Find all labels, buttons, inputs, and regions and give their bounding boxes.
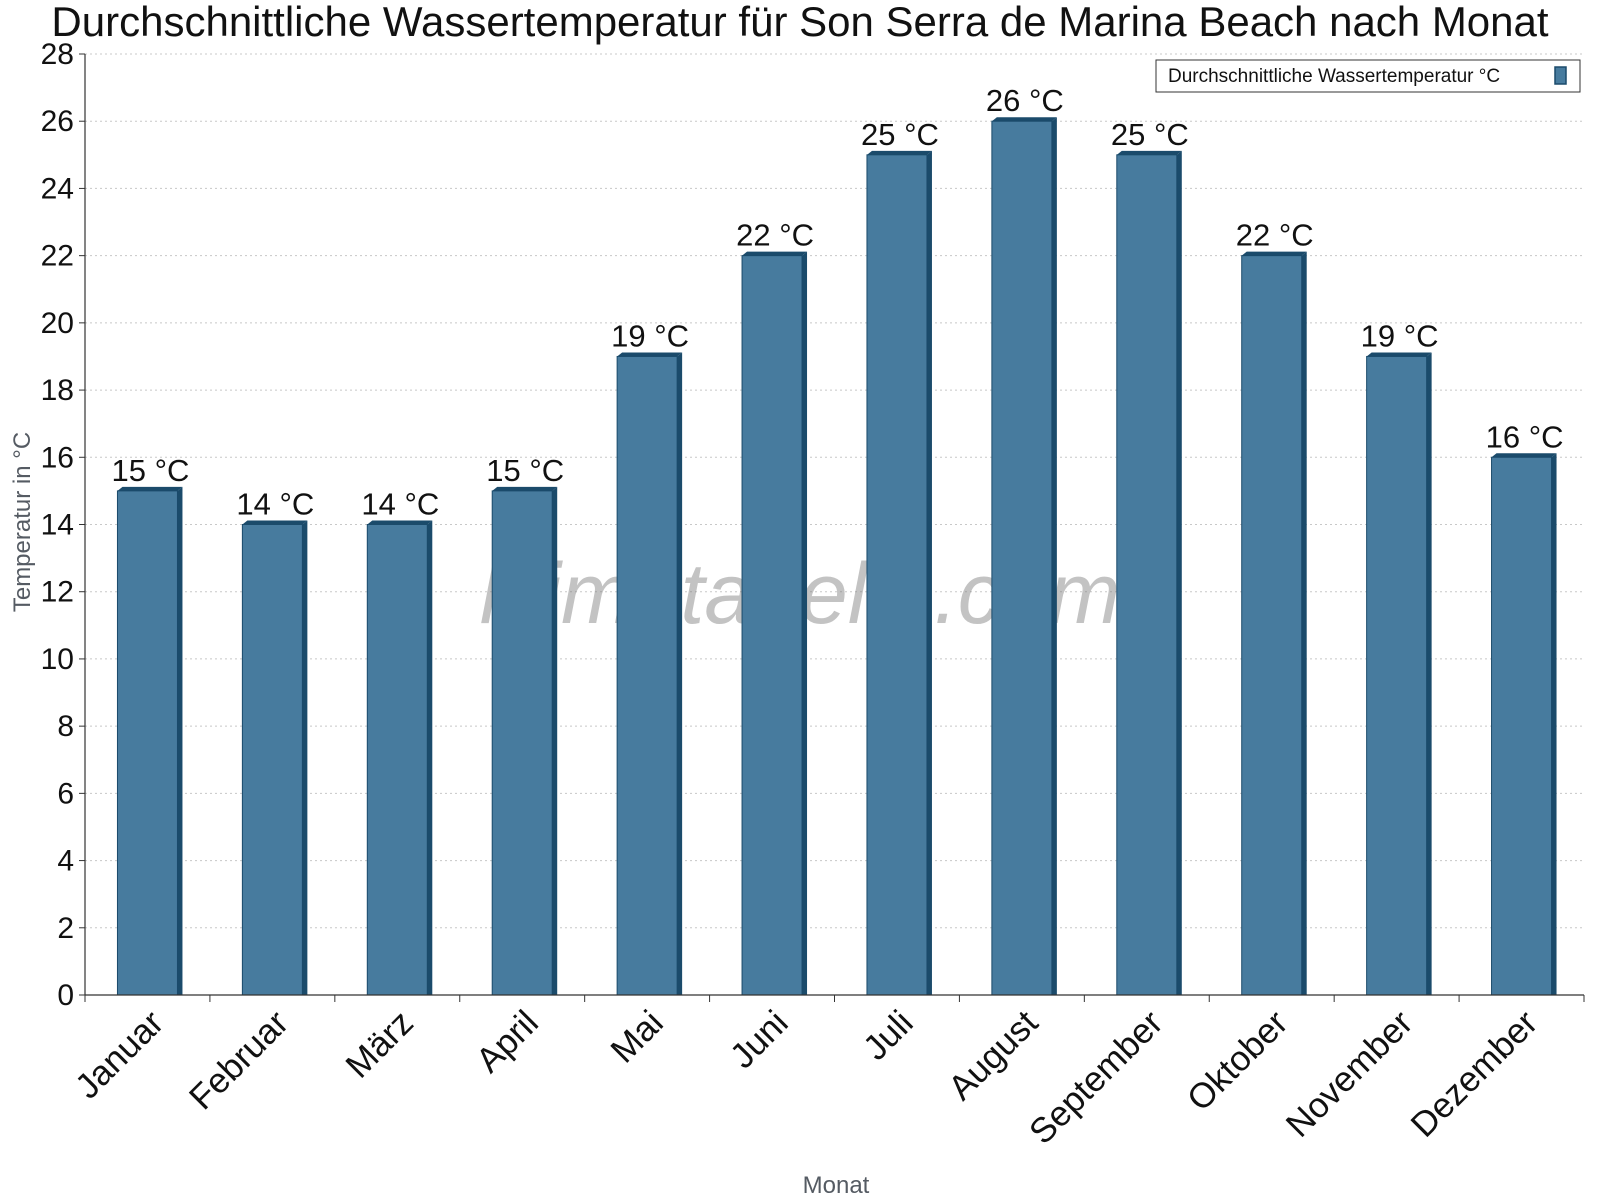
y-tick-label: 0	[57, 979, 74, 1012]
data-label: 25 °C	[1111, 117, 1189, 152]
bar-side	[1301, 251, 1307, 996]
bar-top	[1241, 251, 1307, 256]
bar-side	[177, 486, 183, 995]
bar	[991, 120, 1053, 996]
bar-side	[1176, 150, 1182, 996]
bar	[491, 490, 553, 996]
bar-side	[802, 251, 808, 996]
chart-title: Durchschnittliche Wassertemperatur für S…	[51, 0, 1548, 45]
x-tick-label: Juni	[723, 1003, 796, 1076]
bar	[741, 255, 803, 996]
bar-top	[367, 520, 433, 525]
bar-side	[1551, 453, 1557, 995]
y-tick-label: 2	[57, 912, 74, 945]
y-tick-label: 22	[41, 240, 74, 273]
legend: Durchschnittliche Wassertemperatur °C	[1155, 59, 1581, 93]
bar-top	[617, 352, 683, 357]
x-tick-label: Februar	[182, 1003, 296, 1117]
x-tick-label: März	[338, 1003, 421, 1086]
bar	[1366, 355, 1428, 996]
bar	[866, 154, 928, 996]
data-label: 26 °C	[986, 83, 1064, 118]
bar-side	[427, 520, 433, 995]
bar-top	[117, 486, 183, 491]
bar	[1241, 255, 1303, 996]
data-label: 19 °C	[1361, 318, 1439, 353]
x-tick-label: April	[469, 1003, 546, 1080]
bar	[1491, 456, 1553, 996]
bar	[241, 524, 303, 996]
bar-side	[302, 520, 308, 995]
bar	[116, 490, 178, 996]
x-tick-label: Juli	[856, 1003, 921, 1068]
bar	[616, 355, 678, 996]
bar-top	[1366, 352, 1432, 357]
bar-side	[1051, 117, 1057, 995]
y-tick-label: 28	[41, 38, 74, 71]
bar-side	[677, 352, 683, 995]
data-label: 19 °C	[611, 318, 689, 353]
data-label: 14 °C	[361, 487, 439, 522]
data-label: 16 °C	[1486, 419, 1564, 454]
bar-side	[552, 486, 558, 995]
y-tick-label: 14	[41, 509, 74, 542]
y-tick-label: 10	[41, 643, 74, 676]
y-tick-label: 4	[57, 845, 74, 878]
y-tick-label: 6	[57, 777, 74, 810]
bar-top	[1116, 150, 1182, 155]
data-label: 14 °C	[236, 487, 314, 522]
y-tick-label: 24	[41, 172, 74, 205]
bar-top	[991, 117, 1057, 122]
x-tick-label: Mai	[603, 1003, 670, 1070]
bars	[116, 117, 1557, 996]
bar-top	[866, 150, 932, 155]
x-tick-label: Dezember	[1403, 1003, 1545, 1145]
x-tick-labels: Januar Februar März April Mai Juni Juli AugustS…	[68, 1003, 1546, 1152]
bar-side	[1426, 352, 1432, 995]
data-label: 22 °C	[1236, 218, 1314, 253]
x-axis-title: Monat	[803, 1172, 870, 1199]
y-tick-label: 26	[41, 105, 74, 138]
legend-swatch	[1554, 66, 1567, 85]
y-tick-label: 20	[41, 307, 74, 340]
y-tick-label: 18	[41, 374, 74, 407]
x-tick-label: August	[941, 1003, 1046, 1108]
bar-side	[926, 150, 932, 996]
y-tick-label: 16	[41, 441, 74, 474]
x-tick-label: Oktober	[1180, 1003, 1296, 1119]
bar	[1116, 154, 1178, 996]
y-tick-label: 12	[41, 576, 74, 609]
bar	[366, 524, 428, 996]
axes	[79, 53, 1585, 1002]
x-tick-label: Januar	[68, 1003, 171, 1106]
x-tick-label: September	[1022, 1003, 1171, 1152]
bar-top	[742, 251, 808, 256]
x-tick-label: November	[1279, 1003, 1421, 1145]
legend-box	[1155, 59, 1581, 93]
y-tick-label: 8	[57, 710, 74, 743]
data-label: 15 °C	[112, 453, 190, 488]
data-label: 15 °C	[486, 453, 564, 488]
bar-top	[1491, 453, 1557, 458]
data-label: 22 °C	[736, 218, 814, 253]
y-axis-title: Temperatur in °C	[9, 432, 36, 612]
legend-label: Durchschnittliche Wassertemperatur °C	[1168, 66, 1500, 87]
data-labels: 15 °C 14 °C 14 °C 15 °C 19 °C 22 °C 25 °C 26 °C…	[112, 83, 1564, 521]
bar-top	[492, 486, 558, 491]
data-label: 25 °C	[861, 117, 939, 152]
bar-top	[242, 520, 308, 525]
